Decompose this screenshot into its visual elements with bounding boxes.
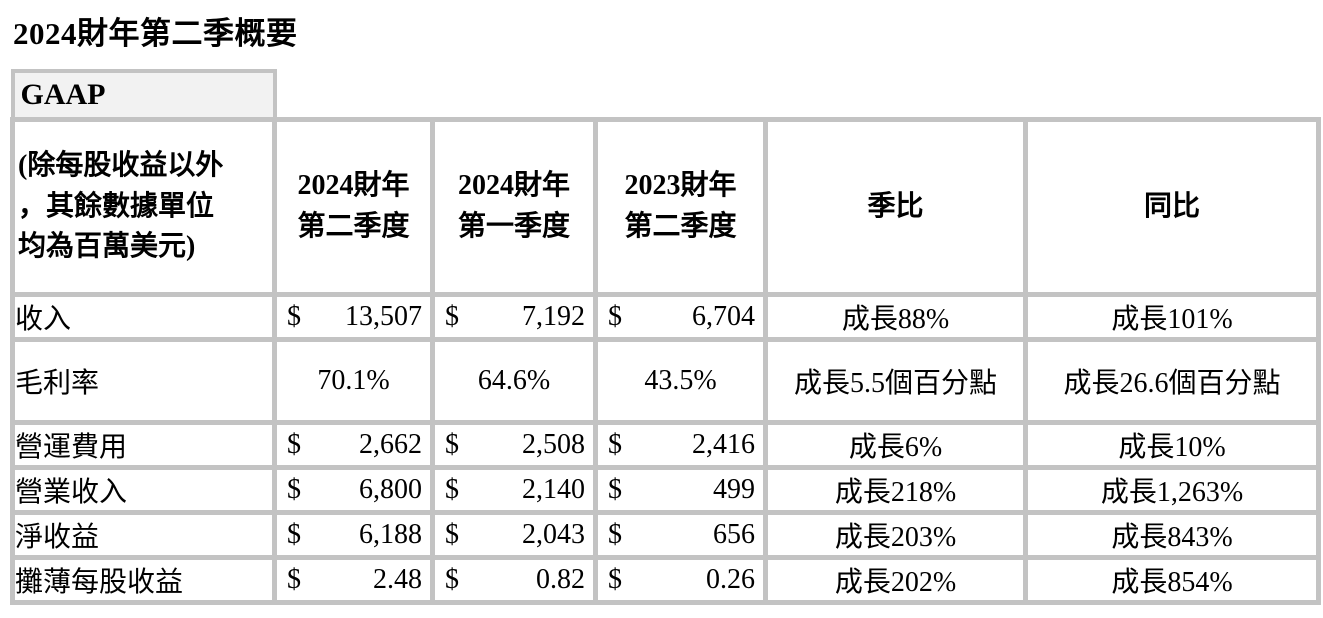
- cell-q1-2024: $0.82: [430, 555, 598, 605]
- cell-qoq: 成長6%: [763, 420, 1028, 470]
- cell-yoy: 成長843%: [1022, 510, 1322, 560]
- amount: 6,704: [692, 301, 755, 332]
- amount: 2,662: [359, 429, 422, 460]
- cell-yoy: 成長26.6個百分點: [1022, 337, 1322, 425]
- table-header-row: (除每股收益以外 ，其餘數據單位 均為百萬美元) 2024財年 第二季度 202…: [10, 117, 1322, 297]
- row-label: 營運費用: [10, 420, 277, 470]
- cell-q2-2023: $656: [593, 510, 768, 560]
- amount: 0.82: [536, 564, 585, 595]
- amount: 656: [713, 519, 755, 550]
- header-qoq: 季比: [763, 117, 1028, 297]
- amount: 2.48: [373, 564, 422, 595]
- dollar-sign: $: [287, 429, 301, 460]
- dollar-sign: $: [445, 301, 459, 332]
- cell-qoq: 成長203%: [763, 510, 1028, 560]
- table-row-diluted-eps: 攤薄每股收益 $2.48 $0.82 $0.26 成長202% 成長854%: [10, 555, 1322, 605]
- amount: 13,507: [345, 301, 422, 332]
- amount: 6,188: [359, 519, 422, 550]
- cell-q2-2023: $2,416: [593, 420, 768, 470]
- cell-q2-2024: $6,800: [272, 465, 435, 515]
- cell-q2-2024: $6,188: [272, 510, 435, 560]
- gaap-section-label: GAAP: [10, 69, 277, 122]
- dollar-sign: $: [445, 519, 459, 550]
- amount: 2,140: [522, 474, 585, 505]
- cell-yoy: 成長101%: [1022, 292, 1322, 342]
- cell-qoq: 成長88%: [763, 292, 1028, 342]
- cell-q1-2024: $2,508: [430, 420, 598, 470]
- cell-yoy: 成長1,263%: [1022, 465, 1322, 515]
- table-row-net-income: 淨收益 $6,188 $2,043 $656 成長203% 成長843%: [10, 510, 1322, 560]
- cell-yoy: 成長854%: [1022, 555, 1322, 605]
- cell-q1-2024: $2,140: [430, 465, 598, 515]
- header-q2-fy2023: 2023財年 第二季度: [593, 117, 768, 297]
- amount: 2,416: [692, 429, 755, 460]
- amount: 2,508: [522, 429, 585, 460]
- cell-q2-2023: $499: [593, 465, 768, 515]
- cell-q2-2024: 70.1%: [272, 337, 435, 425]
- row-label: 收入: [10, 292, 277, 342]
- cell-q1-2024: 64.6%: [430, 337, 598, 425]
- gaap-row-spacer: [275, 71, 1319, 120]
- dollar-sign: $: [287, 519, 301, 550]
- dollar-sign: $: [608, 301, 622, 332]
- table-row-gross-margin: 毛利率 70.1% 64.6% 43.5% 成長5.5個百分點 成長26.6個百…: [10, 337, 1322, 425]
- page-title: 2024財年第二季概要: [13, 16, 298, 51]
- cell-q2-2024: $2,662: [272, 420, 435, 470]
- amount: 499: [713, 474, 755, 505]
- cell-q2-2024: $2.48: [272, 555, 435, 605]
- amount: 6,800: [359, 474, 422, 505]
- dollar-sign: $: [445, 564, 459, 595]
- cell-q1-2024: $2,043: [430, 510, 598, 560]
- cell-qoq: 成長202%: [763, 555, 1028, 605]
- table-row-revenue: 收入 $13,507 $7,192 $6,704 成長88% 成長101%: [10, 292, 1322, 342]
- dollar-sign: $: [608, 429, 622, 460]
- dollar-sign: $: [608, 474, 622, 505]
- row-label: 淨收益: [10, 510, 277, 560]
- dollar-sign: $: [287, 564, 301, 595]
- dollar-sign: $: [445, 474, 459, 505]
- table-row-operating-expenses: 營運費用 $2,662 $2,508 $2,416 成長6% 成長10%: [10, 420, 1322, 470]
- cell-q2-2023: $6,704: [593, 292, 768, 342]
- dollar-sign: $: [287, 301, 301, 332]
- dollar-sign: $: [608, 519, 622, 550]
- cell-q1-2024: $7,192: [430, 292, 598, 342]
- header-yoy: 同比: [1022, 117, 1322, 297]
- table-row-operating-income: 營業收入 $6,800 $2,140 $499 成長218% 成長1,263%: [10, 465, 1322, 515]
- cell-q2-2023: 43.5%: [593, 337, 768, 425]
- gaap-section-row: GAAP: [10, 69, 1319, 122]
- header-q1-fy2024: 2024財年 第一季度: [430, 117, 598, 297]
- cell-q2-2024: $13,507: [272, 292, 435, 342]
- header-q2-fy2024: 2024財年 第二季度: [272, 117, 435, 297]
- dollar-sign: $: [445, 429, 459, 460]
- dollar-sign: $: [287, 474, 301, 505]
- header-units-note: (除每股收益以外 ，其餘數據單位 均為百萬美元): [10, 117, 277, 297]
- dollar-sign: $: [608, 564, 622, 595]
- row-label: 毛利率: [10, 337, 277, 425]
- cell-q2-2023: $0.26: [593, 555, 768, 605]
- row-label: 攤薄每股收益: [10, 555, 277, 605]
- cell-qoq: 成長218%: [763, 465, 1028, 515]
- row-label: 營業收入: [10, 465, 277, 515]
- cell-yoy: 成長10%: [1022, 420, 1322, 470]
- amount: 0.26: [706, 564, 755, 595]
- amount: 7,192: [522, 301, 585, 332]
- cell-qoq: 成長5.5個百分點: [763, 337, 1028, 425]
- financial-summary-table: GAAP (除每股收益以外 ，其餘數據單位 均為百萬美元) 2024財年 第二季…: [10, 69, 1322, 605]
- amount: 2,043: [522, 519, 585, 550]
